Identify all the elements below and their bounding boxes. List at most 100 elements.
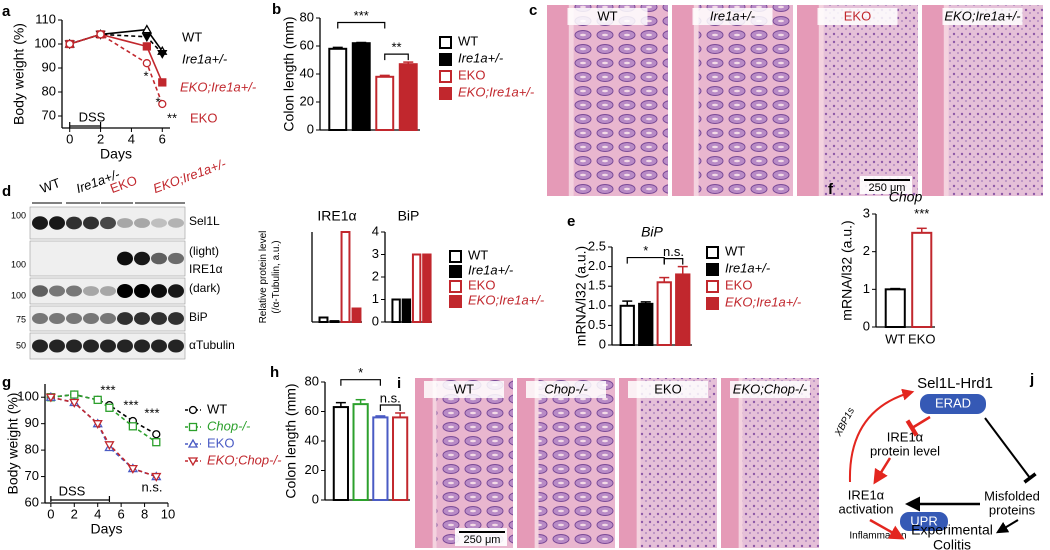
legend-label: WT [182, 29, 202, 44]
bar [638, 302, 654, 346]
y-tick-label: 2.5 [588, 238, 606, 253]
bar [884, 288, 906, 329]
y-tick-label: 80 [25, 442, 39, 457]
legend-label: Ire1a+/- [468, 262, 514, 277]
band-label: Sel1L [189, 214, 220, 228]
legend-marker [187, 438, 199, 448]
muscle-layer [922, 5, 944, 196]
muscle-layer [721, 378, 739, 548]
blot-band [49, 285, 65, 297]
data-point [141, 24, 152, 34]
bar [398, 63, 418, 131]
legend-label: EKO;Ire1a+/- [180, 79, 257, 94]
legend-label: EKO;Ire1a+/- [458, 84, 535, 99]
arrow [873, 457, 892, 485]
legend-swatch [449, 295, 462, 308]
image-label: WT [597, 8, 617, 23]
blot-band [117, 284, 133, 298]
label-bg [567, 8, 648, 25]
band-label: IRE1α [189, 262, 223, 276]
y-tick-label: 100 [17, 389, 39, 404]
annotation: *** [144, 405, 159, 420]
data-point [151, 472, 162, 482]
legend-label: EKO [190, 110, 217, 125]
blot-band [168, 312, 184, 325]
node-label: proteins [989, 502, 1036, 517]
x-tick-label: 10 [161, 506, 175, 521]
band-label: BiP [189, 310, 208, 324]
legend-marker [188, 405, 198, 415]
blot-band [32, 216, 48, 230]
blot-band [100, 339, 116, 353]
bar [675, 273, 691, 346]
panel-letter: g [2, 374, 11, 391]
x-tick-label: 0 [66, 131, 73, 146]
node-label: activation [839, 501, 894, 516]
mw-marker: 50 [16, 340, 26, 350]
significance-bracket [384, 53, 409, 61]
annotation: n.s. [142, 479, 163, 494]
annotation: DSS [59, 483, 86, 498]
group-label: WT [38, 175, 62, 196]
legend-label: EKO;Ire1a+/- [468, 292, 545, 307]
legend-label: WT [207, 401, 227, 416]
y-tick-label: 0 [599, 336, 606, 351]
y-tick-label: 2 [863, 243, 870, 258]
mw-marker: 100 [11, 210, 26, 220]
series-line [69, 33, 164, 105]
y-tick-label: 90 [25, 415, 39, 430]
legend-marker [187, 457, 199, 467]
panel-letter: b [272, 1, 281, 18]
legend-label: Ire1a+/- [725, 260, 771, 275]
data-point [104, 441, 115, 451]
bar [422, 253, 432, 323]
muscle-layer [517, 378, 535, 548]
annotation: *** [100, 382, 115, 397]
y-axis-title: (/α-Tubulin, a.u.) [271, 240, 282, 313]
data-point [158, 99, 167, 109]
node-label: ERAD [935, 395, 971, 410]
blot-band [168, 252, 184, 265]
bar [351, 307, 362, 323]
blot-band [49, 216, 65, 230]
data-point [69, 398, 80, 408]
node-label: Sel1L-Hrd1 [917, 375, 993, 392]
y-tick-label: 70 [25, 468, 39, 483]
panel-letter: h [270, 364, 279, 381]
label-bg [424, 381, 504, 398]
y-tick-label: 80 [305, 373, 319, 388]
mw-marker: 100 [11, 290, 26, 300]
blot-band [151, 284, 167, 298]
blot-band [151, 339, 167, 353]
data-point [128, 422, 138, 431]
x-tick-label: 6 [159, 131, 166, 146]
x-axis-title: Days [100, 146, 132, 162]
x-tick-label: 6 [118, 506, 125, 521]
data-point [92, 420, 103, 429]
blot-band [66, 313, 82, 324]
legend-swatch [439, 53, 452, 66]
legend-marker [188, 422, 198, 432]
y-tick-label: 1 [372, 291, 379, 306]
legend-swatch [439, 87, 452, 100]
y-tick-label: 40 [305, 432, 319, 447]
label-bg [692, 8, 773, 25]
x-tick-label: 2 [97, 131, 104, 146]
annotation: *** [123, 397, 138, 412]
y-axis-title: Colon length (mm) [283, 383, 299, 498]
data-point [152, 438, 161, 447]
significance-label: *** [354, 8, 369, 23]
series-line [50, 393, 157, 443]
legend-swatch [439, 36, 452, 49]
group-label: EKO;Ire1a+/- [151, 156, 228, 196]
significance-label: * [358, 365, 363, 380]
label-bg [730, 381, 810, 398]
diagram-j: j Sel1L-Hrd1 ERAD IRE1α protein level IR… [833, 371, 1040, 550]
significance-bracket [340, 379, 381, 386]
y-tick-label: 4 [372, 223, 379, 238]
y-tick-label: 0 [372, 313, 379, 328]
bar [372, 416, 389, 501]
y-tick-label: 0 [307, 121, 314, 136]
y-axis-title: Relative protein level [258, 231, 269, 324]
